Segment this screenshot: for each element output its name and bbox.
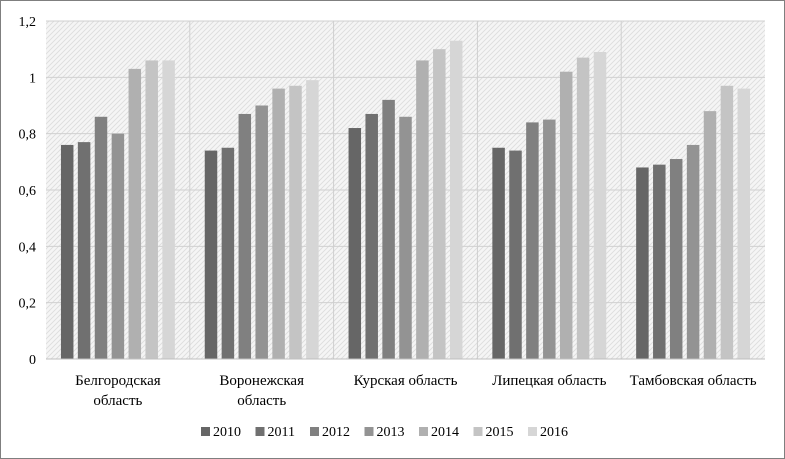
bar-2013-2 [255, 106, 268, 360]
bar-2015-4 [577, 58, 590, 359]
bar-2016-5 [738, 89, 751, 359]
y-tick-label: 0,8 [19, 128, 37, 143]
bar-2014-1 [129, 69, 142, 359]
legend-label-2012: 2012 [322, 425, 350, 440]
bar-2015-1 [145, 60, 158, 359]
bar-2012-4 [526, 122, 539, 359]
bar-2011-4 [509, 151, 522, 359]
bar-2016-2 [306, 80, 319, 359]
bar-2014-2 [272, 89, 285, 359]
category-label: Белгородская [75, 373, 161, 389]
bar-2010-4 [492, 148, 505, 359]
bar-2013-4 [543, 120, 556, 359]
bar-2014-4 [560, 72, 573, 359]
bar-2011-3 [365, 114, 378, 359]
bar-2016-4 [594, 52, 607, 359]
bar-2013-1 [112, 134, 125, 359]
legend-swatch-2010 [201, 427, 210, 436]
bar-2011-5 [653, 165, 666, 359]
bar-2016-3 [450, 41, 463, 359]
y-axis-tick-labels: 0 0,2 0,4 0,6 0,8 1 1,2 [19, 15, 37, 368]
legend-swatch-2016 [528, 427, 537, 436]
category-label: Тамбовская область [630, 373, 757, 389]
category-label: Воронежская [219, 373, 304, 389]
bar-2010-5 [636, 167, 649, 359]
bar-2011-1 [78, 142, 91, 359]
legend-swatch-2013 [365, 427, 374, 436]
bar-2014-3 [416, 60, 429, 359]
category-label: область [237, 393, 286, 409]
bar-2013-3 [399, 117, 412, 359]
legend-label-2010: 2010 [213, 425, 241, 440]
bar-2015-2 [289, 86, 302, 359]
bar-2012-5 [670, 159, 683, 359]
bar-chart: 0 0,2 0,4 0,6 0,8 1 1,2 Белгородская область Вор… [0, 0, 785, 459]
y-tick-label: 1,2 [19, 15, 37, 30]
bar-2010-1 [61, 145, 73, 359]
bar-2012-2 [239, 114, 252, 359]
category-label: область [93, 393, 142, 409]
y-tick-label: 1 [29, 71, 36, 86]
legend-swatch-2011 [256, 427, 265, 436]
bar-2011-2 [222, 148, 235, 359]
category-label: Курская область [354, 373, 458, 389]
legend-label-2014: 2014 [431, 425, 459, 440]
legend-swatch-2015 [474, 427, 483, 436]
bar-2012-3 [382, 100, 395, 359]
legend-swatch-2014 [419, 427, 428, 436]
bar-2014-5 [704, 111, 717, 359]
bar-2013-5 [687, 145, 700, 359]
legend-swatch-2012 [310, 427, 319, 436]
bar-2010-3 [349, 128, 362, 359]
bar-2010-2 [205, 151, 218, 359]
bar-2016-1 [162, 60, 175, 359]
legend-label-2011: 2011 [268, 425, 295, 440]
legend: 2010 2011 2012 2013 2014 2015 2016 [201, 425, 568, 440]
bar-2015-5 [721, 86, 734, 359]
y-tick-label: 0,2 [19, 297, 37, 312]
y-tick-label: 0,4 [19, 240, 37, 255]
legend-label-2015: 2015 [486, 425, 514, 440]
x-axis-category-labels: Белгородская область Воронежская область Кур… [75, 373, 757, 409]
y-tick-label: 0 [29, 353, 36, 368]
bar-2015-3 [433, 49, 446, 359]
category-label: Липецкая область [492, 373, 606, 389]
legend-label-2013: 2013 [377, 425, 405, 440]
y-tick-label: 0,6 [19, 184, 37, 199]
legend-label-2016: 2016 [540, 425, 568, 440]
bar-2012-1 [95, 117, 108, 359]
